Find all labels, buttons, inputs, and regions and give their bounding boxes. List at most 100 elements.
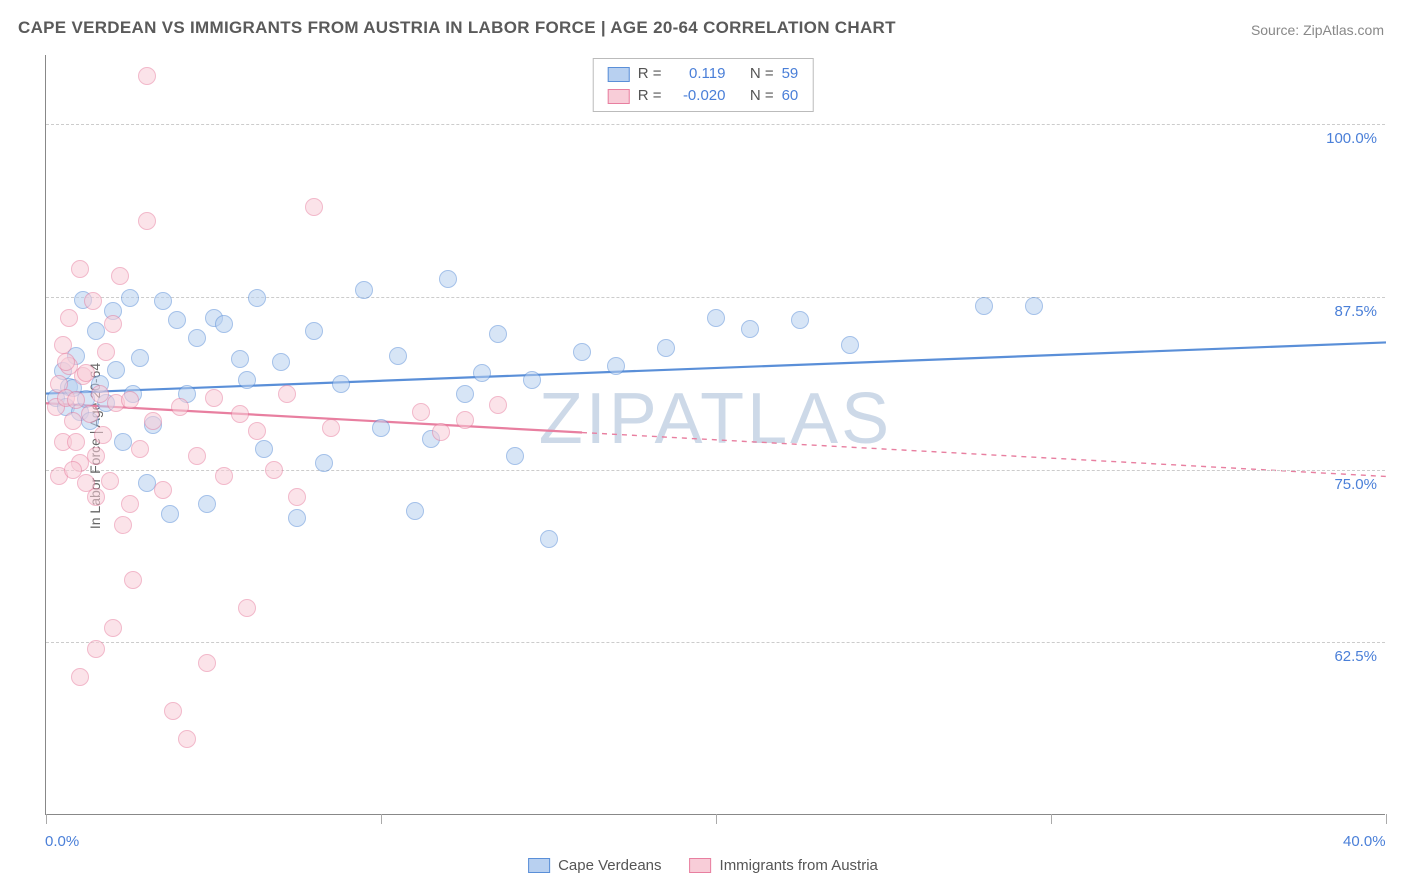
y-tick-label: 100.0% [1326,130,1377,147]
x-tick-label: 0.0% [45,833,79,850]
data-point [288,488,306,506]
data-point [456,411,474,429]
data-point [138,212,156,230]
data-point [57,353,75,371]
data-point [707,309,725,327]
data-point [231,405,249,423]
data-point [278,385,296,403]
data-point [171,398,189,416]
data-point [439,270,457,288]
data-point [332,375,350,393]
data-point [54,336,72,354]
source-attribution: Source: ZipAtlas.com [1251,22,1384,38]
data-point [489,396,507,414]
data-point [131,440,149,458]
data-point [168,311,186,329]
data-point [87,447,105,465]
data-point [144,412,162,430]
data-point [84,292,102,310]
data-point [178,730,196,748]
data-point [506,447,524,465]
data-point [372,419,390,437]
data-point [205,389,223,407]
legend-swatch [608,89,630,104]
legend-swatch [608,67,630,82]
r-value: 0.119 [669,63,725,85]
data-point [131,349,149,367]
data-point [198,654,216,672]
data-point [215,315,233,333]
y-tick-label: 75.0% [1334,476,1377,493]
data-point [975,297,993,315]
data-point [573,343,591,361]
r-value: -0.020 [669,85,725,107]
data-point [1025,297,1043,315]
n-label: N = [750,85,774,107]
x-tick [1051,814,1052,824]
n-label: N = [750,63,774,85]
r-label: R = [638,85,662,107]
data-point [81,405,99,423]
data-point [248,422,266,440]
data-point [305,322,323,340]
data-point [322,419,340,437]
data-point [64,461,82,479]
legend-swatch [528,858,550,873]
chart-title: CAPE VERDEAN VS IMMIGRANTS FROM AUSTRIA … [18,18,896,38]
data-point [841,336,859,354]
series-legend: Cape Verdeans Immigrants from Austria [528,857,878,874]
data-point [124,571,142,589]
data-point [154,481,172,499]
data-point [114,516,132,534]
y-tick-label: 87.5% [1334,303,1377,320]
data-point [272,353,290,371]
legend-swatch [690,858,712,873]
correlation-legend: R = 0.119 N = 59 R = -0.020 N = 60 [593,58,814,112]
data-point [238,371,256,389]
plot-area: ZIPATLAS 62.5%75.0%87.5%100.0% [45,55,1385,815]
data-point [248,289,266,307]
data-point [305,198,323,216]
legend-label: Immigrants from Austria [720,857,878,874]
data-point [265,461,283,479]
data-point [121,289,139,307]
data-point [231,350,249,368]
data-point [188,447,206,465]
data-point [77,364,95,382]
data-point [154,292,172,310]
data-point [164,702,182,720]
data-point [91,385,109,403]
legend-item: Immigrants from Austria [690,857,878,874]
data-point [456,385,474,403]
data-point [101,472,119,490]
data-point [97,343,115,361]
data-point [138,67,156,85]
data-point [87,322,105,340]
data-point [540,530,558,548]
x-tick-label: 40.0% [1343,833,1386,850]
x-tick [46,814,47,824]
n-value: 59 [782,63,799,85]
x-tick [381,814,382,824]
data-point [107,361,125,379]
data-point [87,488,105,506]
data-point [406,502,424,520]
legend-label: Cape Verdeans [558,857,661,874]
data-point [138,474,156,492]
x-tick [716,814,717,824]
trend-lines-svg [46,55,1386,815]
data-point [71,260,89,278]
data-point [104,619,122,637]
x-tick [1386,814,1387,824]
r-label: R = [638,63,662,85]
data-point [523,371,541,389]
data-point [188,329,206,347]
correlation-row: R = -0.020 N = 60 [608,85,799,107]
data-point [71,668,89,686]
gridline [46,124,1385,125]
data-point [94,426,112,444]
correlation-row: R = 0.119 N = 59 [608,63,799,85]
n-value: 60 [782,85,799,107]
data-point [473,364,491,382]
watermark: ZIPATLAS [539,378,892,460]
